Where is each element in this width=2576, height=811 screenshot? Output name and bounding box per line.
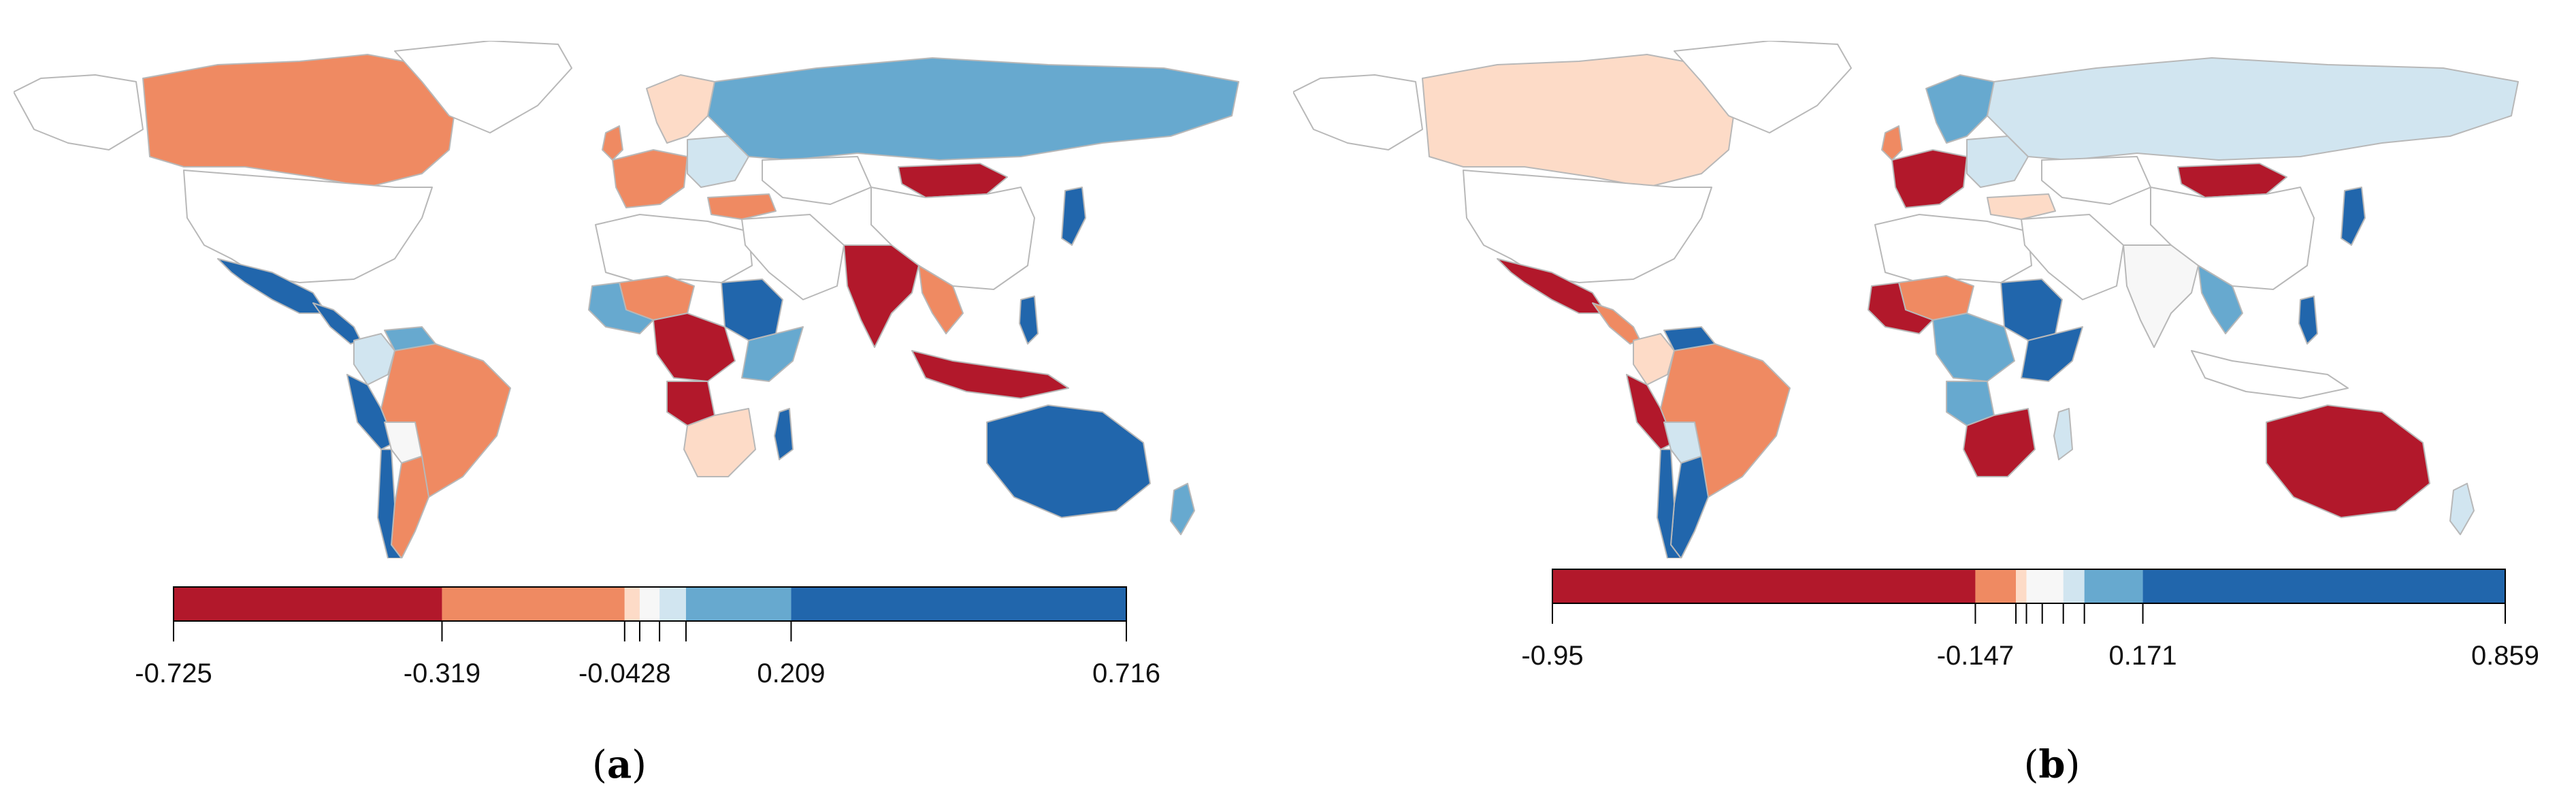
- region-west-africa: [588, 282, 654, 334]
- region-western-europe: [612, 149, 688, 208]
- colorbar-frame: [1552, 569, 2506, 604]
- region-madagascar: [2053, 408, 2073, 460]
- region-kazakhstan: [762, 156, 872, 205]
- colorbar-segment: [442, 587, 625, 621]
- colorbar-segment: [1552, 569, 1976, 603]
- region-mexico: [217, 258, 327, 314]
- region-southern-africa: [683, 408, 756, 477]
- colorbar-tick-label: 0.171: [2108, 641, 2176, 671]
- caption-a: (a): [591, 742, 647, 787]
- region-canada: [142, 54, 457, 188]
- colorbar-tick-label: 0.209: [757, 658, 825, 688]
- region-southeast-asia: [2198, 265, 2243, 334]
- colorbar-tick-label: -0.725: [135, 658, 212, 688]
- colorbar-tick-label: -0.95: [1521, 641, 1583, 671]
- region-west-africa: [1868, 282, 1934, 334]
- region-sudan: [2000, 279, 2063, 341]
- world-map-b: [1293, 41, 2519, 558]
- region-australia: [986, 404, 1151, 518]
- region-philippines: [1019, 296, 1039, 345]
- region-new-zealand: [2449, 483, 2475, 535]
- region-indonesia: [2191, 350, 2349, 399]
- colorbar-segment: [2016, 569, 2027, 603]
- region-east-africa: [741, 326, 804, 382]
- map-panel-b: -0.95 -0.147 0.171 0.859 (b): [1293, 0, 2576, 811]
- colorbar-tick-label: -0.147: [1937, 641, 2014, 671]
- region-usa: [1463, 170, 1712, 283]
- region-colombia: [353, 333, 395, 385]
- colorbar-frame: [173, 586, 1127, 622]
- region-east-africa: [2021, 326, 2083, 382]
- region-india: [2123, 244, 2199, 348]
- region-central-africa: [1932, 313, 2015, 382]
- colorbar-tick-label: 0.859: [2471, 641, 2539, 671]
- region-scandinavia: [646, 74, 715, 144]
- region-argentina: [391, 456, 429, 558]
- region-china: [870, 187, 1035, 290]
- region-mongolia: [2177, 163, 2287, 198]
- region-canada: [1422, 54, 1736, 188]
- region-turkey: [1987, 193, 2056, 220]
- region-china: [2150, 187, 2315, 290]
- region-scandinavia: [1925, 74, 1995, 144]
- colorbar-tick-label: 0.716: [1092, 658, 1160, 688]
- region-japan: [2341, 187, 2366, 246]
- world-map-a: [14, 41, 1239, 558]
- region-southeast-asia: [918, 265, 964, 334]
- region-turkey: [707, 193, 777, 220]
- region-greenland: [394, 41, 572, 133]
- region-indonesia: [911, 350, 1069, 399]
- region-north-africa: [1874, 214, 2032, 283]
- region-uk: [1881, 125, 1903, 161]
- map-panel-a: -0.725 -0.319 -0.0428 0.209 0.716 (a): [0, 0, 1279, 811]
- colorbar-segment: [2042, 569, 2064, 603]
- colorbar-segment: [639, 587, 660, 621]
- colorbar-segment: [791, 587, 1126, 621]
- region-central-africa: [653, 313, 736, 382]
- colorbar-tick-label: -0.319: [404, 658, 480, 688]
- region-russia: [707, 57, 1239, 161]
- region-north-africa: [595, 214, 753, 283]
- region-mexico: [1497, 258, 1607, 314]
- colorbar-segment: [624, 587, 640, 621]
- region-central-america: [1592, 302, 1641, 345]
- region-alaska: [1293, 74, 1423, 150]
- colorbar-segment: [659, 587, 686, 621]
- caption-b: (b): [2023, 742, 2081, 787]
- region-central-america: [312, 302, 361, 345]
- region-chile: [377, 449, 402, 558]
- colorbar-segment: [685, 587, 792, 621]
- region-western-europe: [1891, 149, 1968, 208]
- colorbar-segment: [2142, 569, 2505, 603]
- region-southern-africa: [1963, 408, 2036, 477]
- region-middle-east: [741, 214, 845, 300]
- region-india: [843, 244, 919, 348]
- region-new-zealand: [1170, 483, 1195, 535]
- region-australia: [2266, 404, 2430, 518]
- colorbar-segment: [2063, 569, 2085, 603]
- region-philippines: [2298, 296, 2318, 345]
- colorbar-b: -0.95 -0.147 0.171 0.859: [1521, 569, 2539, 671]
- region-colombia: [1633, 333, 1675, 385]
- region-russia: [1987, 57, 2519, 161]
- colorbar-a: -0.725 -0.319 -0.0428 0.209 0.716: [135, 586, 1160, 688]
- colorbar-segment: [2084, 569, 2143, 603]
- colorbar-segment: [174, 587, 442, 621]
- region-uk: [602, 125, 623, 161]
- region-madagascar: [774, 408, 794, 460]
- region-middle-east: [2021, 214, 2124, 300]
- colorbar-segment: [2026, 569, 2042, 603]
- region-argentina: [1670, 456, 1709, 558]
- region-greenland: [1674, 41, 1852, 133]
- region-alaska: [14, 74, 144, 150]
- region-japan: [1061, 187, 1086, 246]
- region-kazakhstan: [2041, 156, 2151, 205]
- region-chile: [1657, 449, 1682, 558]
- region-sudan: [721, 279, 783, 341]
- colorbar-segment: [1975, 569, 2017, 603]
- colorbar-tick-label: -0.0428: [578, 658, 671, 688]
- region-mongolia: [898, 163, 1008, 198]
- region-usa: [183, 170, 433, 283]
